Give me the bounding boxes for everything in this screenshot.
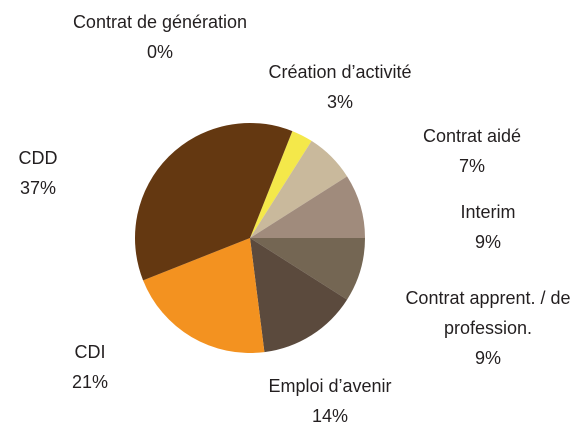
category-name: CDI — [74, 342, 106, 362]
slice-label: Contrat de génération 0% — [10, 7, 310, 67]
value-label: 7% — [458, 156, 485, 176]
slice-label: Création d’activité 3% — [210, 57, 470, 117]
value-label: 3% — [326, 92, 353, 112]
value-label: 37% — [19, 178, 57, 198]
pie-slice — [250, 176, 365, 238]
category-name: Création d’activité — [268, 62, 412, 82]
category-name: Emploi d’avenir — [268, 376, 392, 396]
slice-label: Emploi d’avenir 14% — [220, 371, 440, 431]
slice-label: Interim 9% — [408, 197, 568, 257]
value-label: 9% — [474, 232, 501, 252]
value-label: 21% — [71, 372, 109, 392]
category-name: Contrat de génération — [72, 12, 248, 32]
slice-label: Contrat aidé 7% — [372, 121, 572, 181]
category-name: Interim — [460, 202, 516, 222]
value-label: 14% — [311, 406, 349, 426]
value-label: 0% — [146, 42, 173, 62]
category-name: CDD — [18, 148, 58, 168]
slice-label: CDI 21% — [30, 337, 150, 397]
pie-slice — [250, 140, 348, 238]
category-name: Contrat aidé — [422, 126, 522, 146]
pie-slice — [250, 238, 348, 353]
pie-slice — [250, 131, 312, 238]
category-name: Contrat apprent. / de profession. — [405, 288, 571, 338]
slice-label: Contrat apprent. / de profession. 9% — [393, 283, 582, 373]
pie-slice — [250, 238, 365, 300]
pie-slice — [135, 123, 293, 281]
pie-slice — [143, 238, 265, 354]
slice-label: CDD 37% — [0, 143, 88, 203]
value-label: 9% — [474, 348, 501, 368]
